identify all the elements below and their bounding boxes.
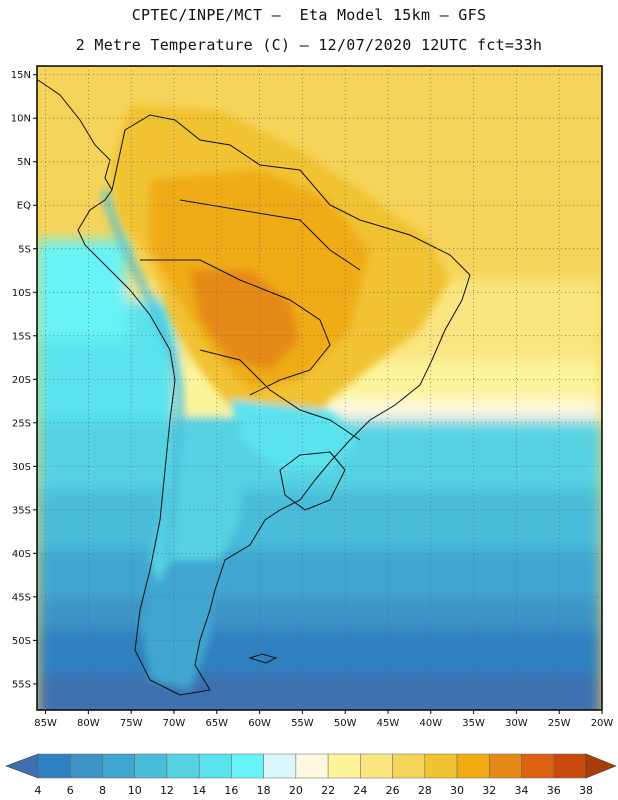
latitude-axis: 15N 10N 5N EQ 5S 10S 15S 20S 25S 30S 35S 40S 45S 50S 5…: [11, 70, 37, 690]
colorbar-label: 34: [515, 784, 529, 797]
colorbar-label: 36: [547, 784, 561, 797]
colorbar-arrow-high: [585, 753, 617, 779]
lat-tick-label: 35S: [12, 505, 31, 516]
colorbar-label: 8: [99, 784, 106, 797]
colorbar-bin: [198, 753, 232, 779]
lat-tick-label: 15N: [11, 70, 31, 81]
graticule: [37, 66, 603, 710]
colorbar-label: 38: [579, 784, 593, 797]
lat-tick-label: 10N: [11, 114, 31, 125]
lat-tick-label: 20S: [12, 375, 31, 386]
lat-tick-label: 50S: [12, 636, 31, 647]
lon-tick-label: 50W: [334, 718, 357, 729]
colorbar-bin: [489, 753, 522, 779]
lat-tick-label: 5N: [17, 157, 31, 168]
falkland-islands: [248, 653, 278, 664]
coast-caribbean: [111, 114, 361, 221]
border-uruguay: [279, 451, 346, 511]
colorbar-label: 14: [192, 784, 206, 797]
coastlines: [37, 79, 471, 696]
colorbar-label: 32: [482, 784, 496, 797]
colorbar-bin: [263, 753, 297, 779]
lon-tick-label: 35W: [462, 718, 485, 729]
lon-tick-label: 30W: [505, 718, 528, 729]
colorbar-label: 30: [450, 784, 464, 797]
colorbar-bin: [424, 753, 458, 779]
colorbar-bin: [37, 753, 71, 779]
lat-tick-label: 10S: [12, 288, 31, 299]
coast-south-atlantic: [194, 439, 351, 691]
border-internal-b: [179, 199, 361, 271]
lon-tick-label: 60W: [248, 718, 271, 729]
border-internal-c: [199, 349, 361, 441]
lat-tick-label: 55S: [12, 679, 31, 690]
coast-pacific: [77, 189, 211, 696]
colorbar-bin: [166, 753, 200, 779]
field-patagonia: [140, 560, 220, 690]
longitude-axis: 85W 80W 75W 70W 65W 60W 55W 50W 45W 40W 35W 30W 25W 2…: [34, 710, 613, 729]
colorbar-label: 20: [289, 784, 303, 797]
field-land-hottest: [190, 270, 300, 370]
lat-tick-label: 15S: [12, 331, 31, 342]
lon-tick-label: 45W: [377, 718, 400, 729]
lon-tick-label: 75W: [120, 718, 143, 729]
lon-tick-label: 20W: [591, 718, 614, 729]
temperature-field: [37, 66, 602, 710]
colorbar-bin: [456, 753, 490, 779]
colorbar-bin: [134, 753, 168, 779]
field-andes-cold: [101, 189, 185, 561]
field-band-40s: [37, 490, 602, 560]
colorbar-bin: [295, 753, 329, 779]
colorbar-label: 28: [418, 784, 432, 797]
colorbar-label: 12: [160, 784, 174, 797]
map-title-line-2: 2 Metre Temperature (C) – 12/07/2020 12U…: [75, 36, 543, 54]
colorbar-label: 10: [128, 784, 142, 797]
colorbar-label: 4: [35, 784, 42, 797]
colorbar-label: 6: [67, 784, 74, 797]
border-internal-a: [140, 259, 331, 396]
colorbar-bin: [327, 753, 361, 779]
lon-tick-label: 40W: [419, 718, 442, 729]
colorbar-label: 26: [386, 784, 400, 797]
colorbar-label: 22: [321, 784, 335, 797]
colorbar-label: 16: [224, 784, 238, 797]
colorbar-label: 18: [257, 784, 271, 797]
colorbar-bin: [360, 753, 393, 779]
colorbar: 4 6 8 10 12 14 16 18 20 22 24 26 28 30 32 34 36 38: [5, 753, 617, 797]
colorbar-bin: [102, 753, 135, 779]
colorbar-bin: [392, 753, 426, 779]
lon-tick-label: 80W: [77, 718, 100, 729]
lat-tick-label: EQ: [17, 201, 31, 212]
colorbar-bin: [231, 753, 264, 779]
lon-tick-label: 70W: [163, 718, 186, 729]
colorbar-bin: [553, 753, 587, 779]
colorbar-arrow-low: [5, 753, 39, 779]
lat-tick-label: 30S: [12, 462, 31, 473]
field-band-southern-ocean: [37, 675, 602, 710]
colorbar-bin: [69, 753, 103, 779]
lon-tick-label: 85W: [34, 718, 57, 729]
lat-tick-label: 40S: [12, 549, 31, 560]
lon-tick-label: 65W: [205, 718, 228, 729]
field-pacific-peru: [37, 240, 127, 340]
plot-frame: [36, 65, 603, 711]
lon-tick-label: 25W: [548, 718, 571, 729]
lon-tick-label: 55W: [291, 718, 314, 729]
lat-tick-label: 45S: [12, 592, 31, 603]
coast-brazil-northeast: [349, 219, 471, 441]
colorbar-label: 24: [353, 784, 367, 797]
lat-tick-label: 25S: [12, 418, 31, 429]
lat-tick-label: 5S: [18, 244, 31, 255]
coast-central-america: [37, 79, 113, 191]
colorbar-bin: [521, 753, 555, 779]
map-title-line-1: CPTEC/INPE/MCT – Eta Model 15km – GFS: [131, 6, 487, 24]
